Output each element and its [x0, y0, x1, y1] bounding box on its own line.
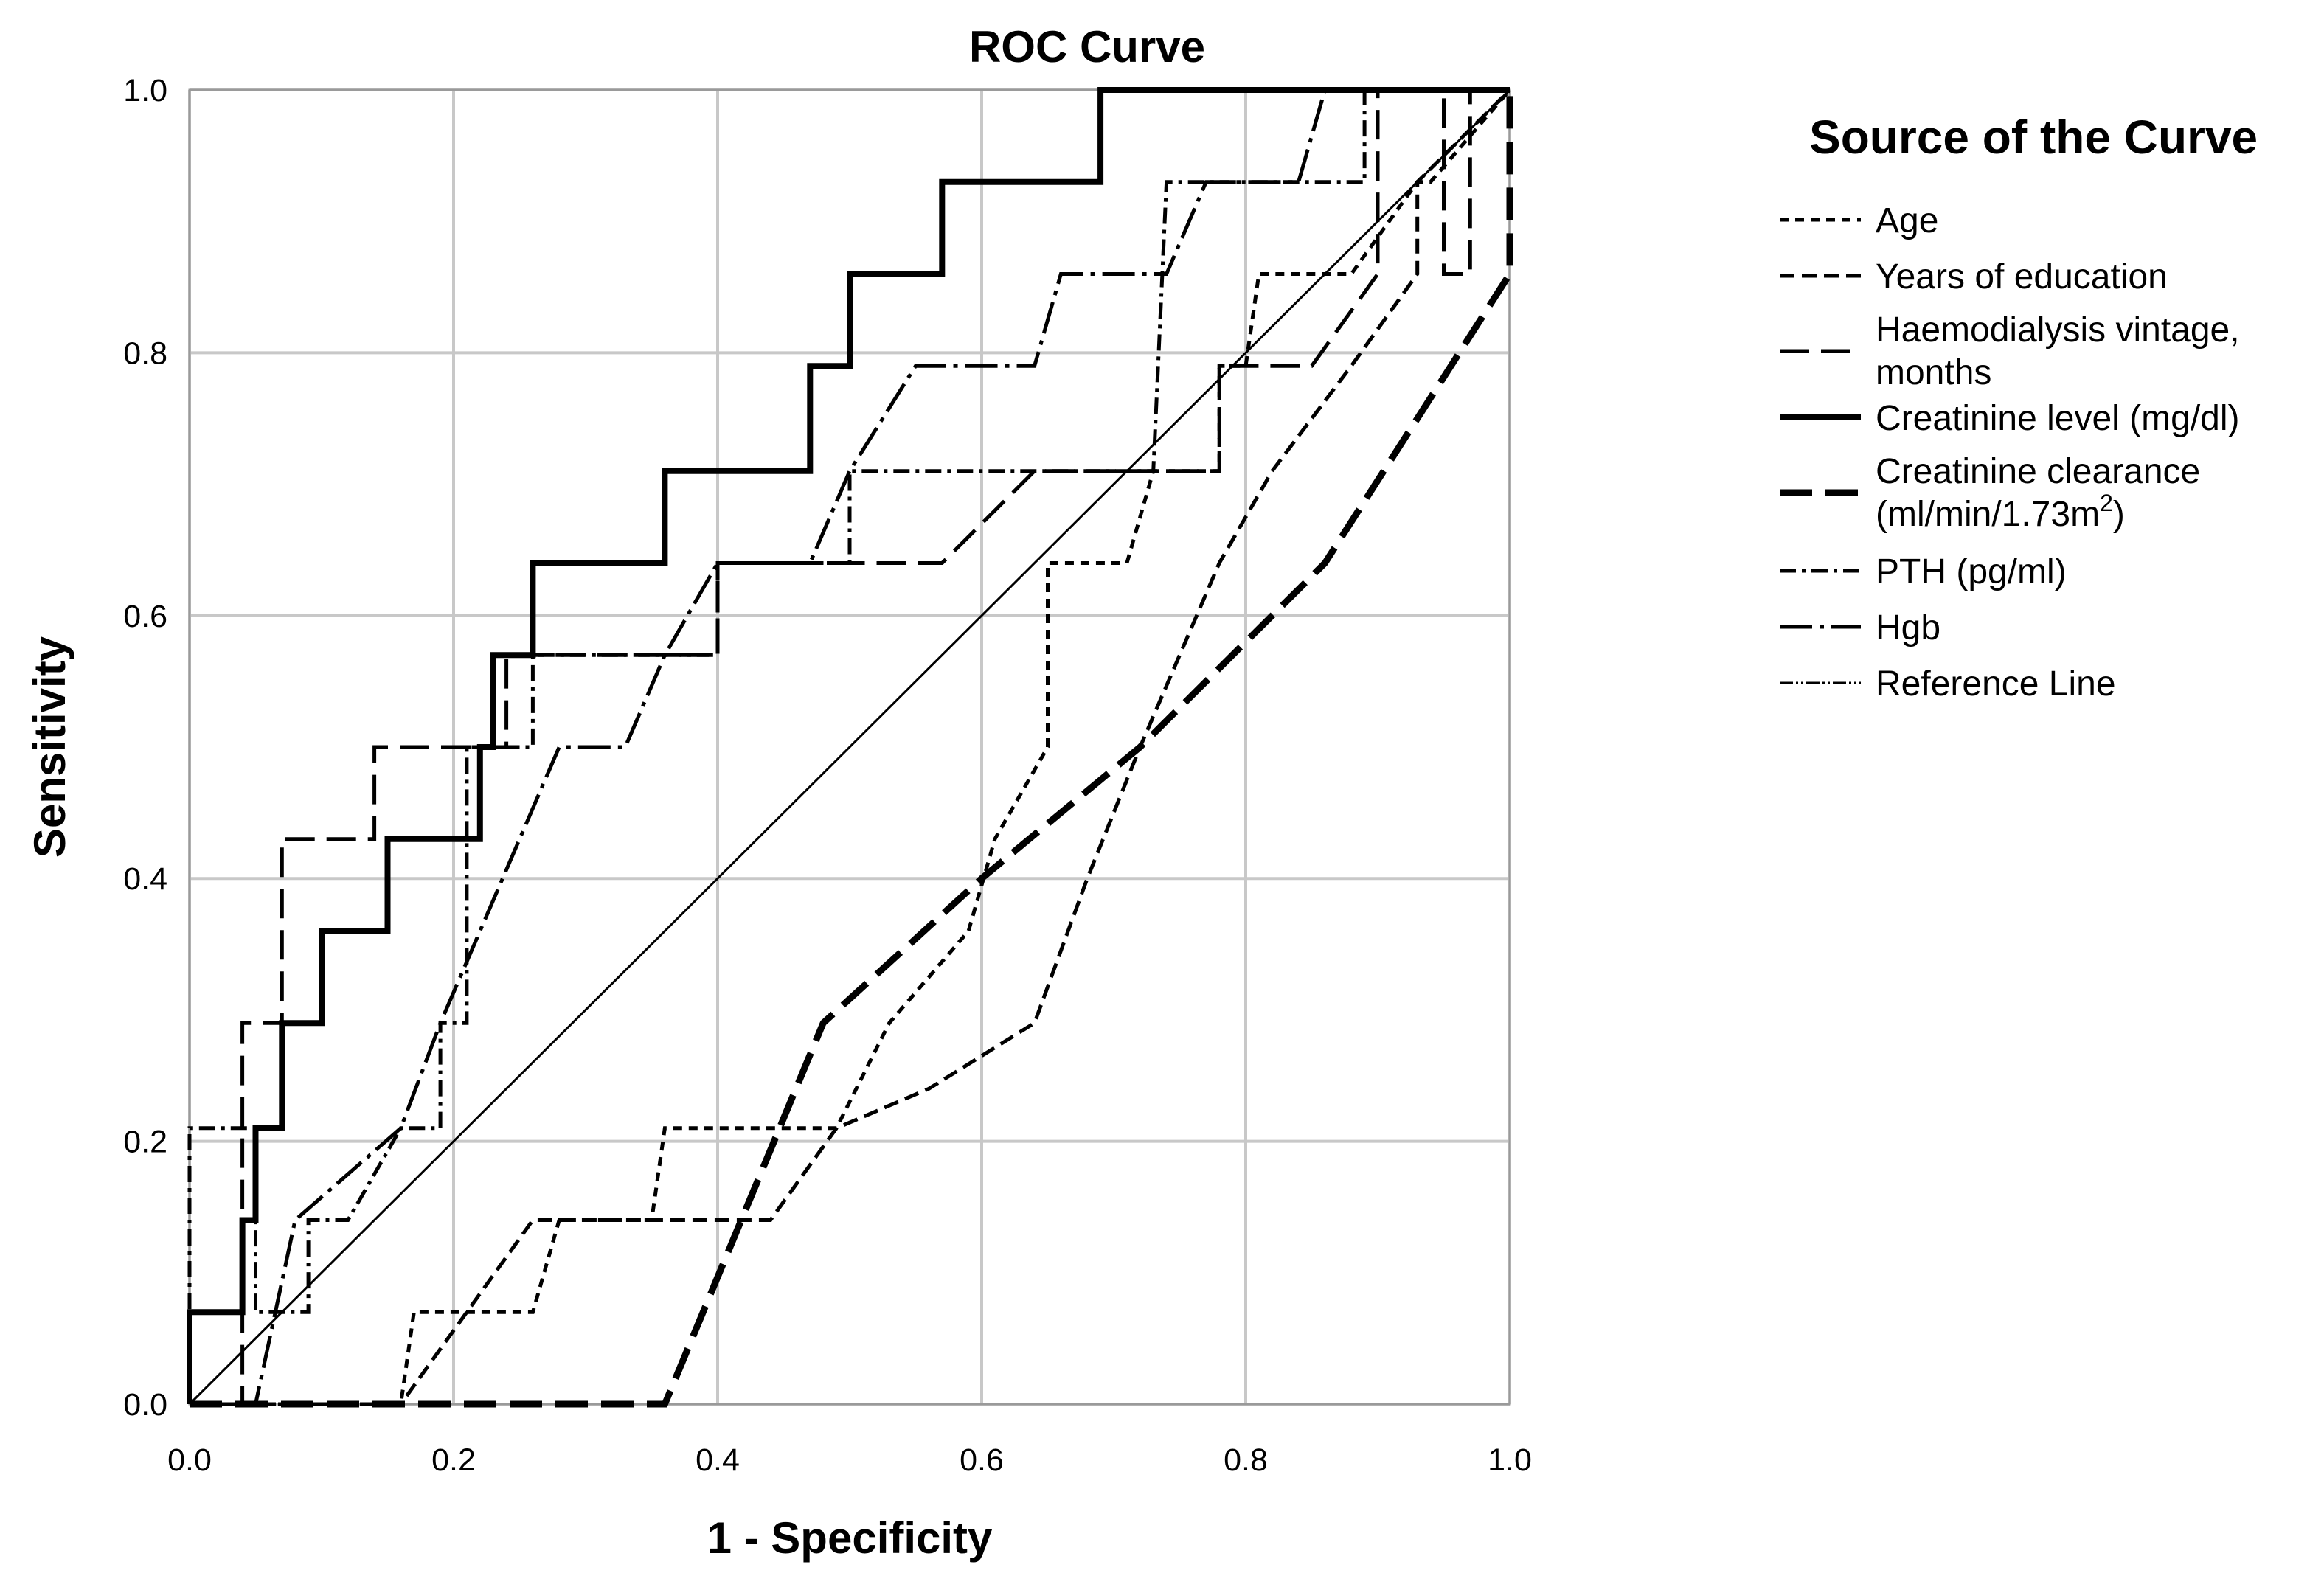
- series-layer: [187, 87, 1513, 1408]
- x-tick-label: 0.8: [1224, 1442, 1268, 1478]
- y-tick-label: 0.4: [123, 861, 167, 897]
- legend-label-creatinine-level: Creatinine level (mg/dl): [1876, 399, 2240, 438]
- plot-frame: [188, 88, 1511, 1406]
- series-line-reference-line: [188, 88, 1511, 1406]
- chart-title: ROC Curve: [969, 22, 1205, 72]
- legend-label-creatinine-clearance-2: (ml/min/1.73m2): [1876, 490, 2125, 534]
- legend-title: Source of the Curve: [1809, 111, 2258, 164]
- series-line-haemodialysis-vintage-months: [190, 88, 1510, 1406]
- series-line-age: [190, 88, 1511, 1406]
- series-line-creatinine-clearance-ml-min-1-73m: [190, 90, 1513, 1408]
- x-tick-label: 0.6: [960, 1442, 1004, 1478]
- x-tick-label: 0.4: [696, 1442, 740, 1478]
- legend-label-age: Age: [1876, 201, 1938, 240]
- x-axis-label: 1 - Specificity: [707, 1513, 993, 1563]
- legend-label-pth: PTH (pg/ml): [1876, 552, 2067, 591]
- series-line-hgb: [190, 88, 1510, 1406]
- legend-label-education: Years of education: [1876, 257, 2168, 296]
- x-tick-label: 1.0: [1488, 1442, 1532, 1478]
- legend-label-haemodialysis-2: months: [1876, 353, 1991, 392]
- x-tick-label: 0.2: [431, 1442, 476, 1478]
- legend-label-reference: Reference Line: [1876, 664, 2116, 704]
- y-tick-label: 0.0: [123, 1387, 167, 1423]
- legend: Source of the Curve Age Years of educati…: [1780, 111, 2258, 704]
- x-tick-label: 0.0: [167, 1442, 212, 1478]
- y-tick-label: 1.0: [123, 73, 167, 108]
- legend-label-creatinine-clearance: Creatinine clearance: [1876, 452, 2200, 491]
- y-tick-label: 0.2: [123, 1125, 167, 1160]
- series-line-years-of-education: [190, 88, 1511, 1406]
- y-tick-label: 0.6: [123, 599, 167, 634]
- tick-labels: 0.0 0.2 0.4 0.6 0.8 1.0 0.0 0.2 0.4 0.6 0.8 1.0: [123, 73, 1532, 1478]
- legend-label-hgb: Hgb: [1876, 608, 1940, 647]
- legend-label-haemodialysis: Haemodialysis vintage,: [1876, 310, 2240, 350]
- series-line-pth-pg-ml: [187, 88, 1510, 1404]
- y-tick-label: 0.8: [123, 336, 167, 371]
- y-axis-label: Sensitivity: [25, 636, 74, 858]
